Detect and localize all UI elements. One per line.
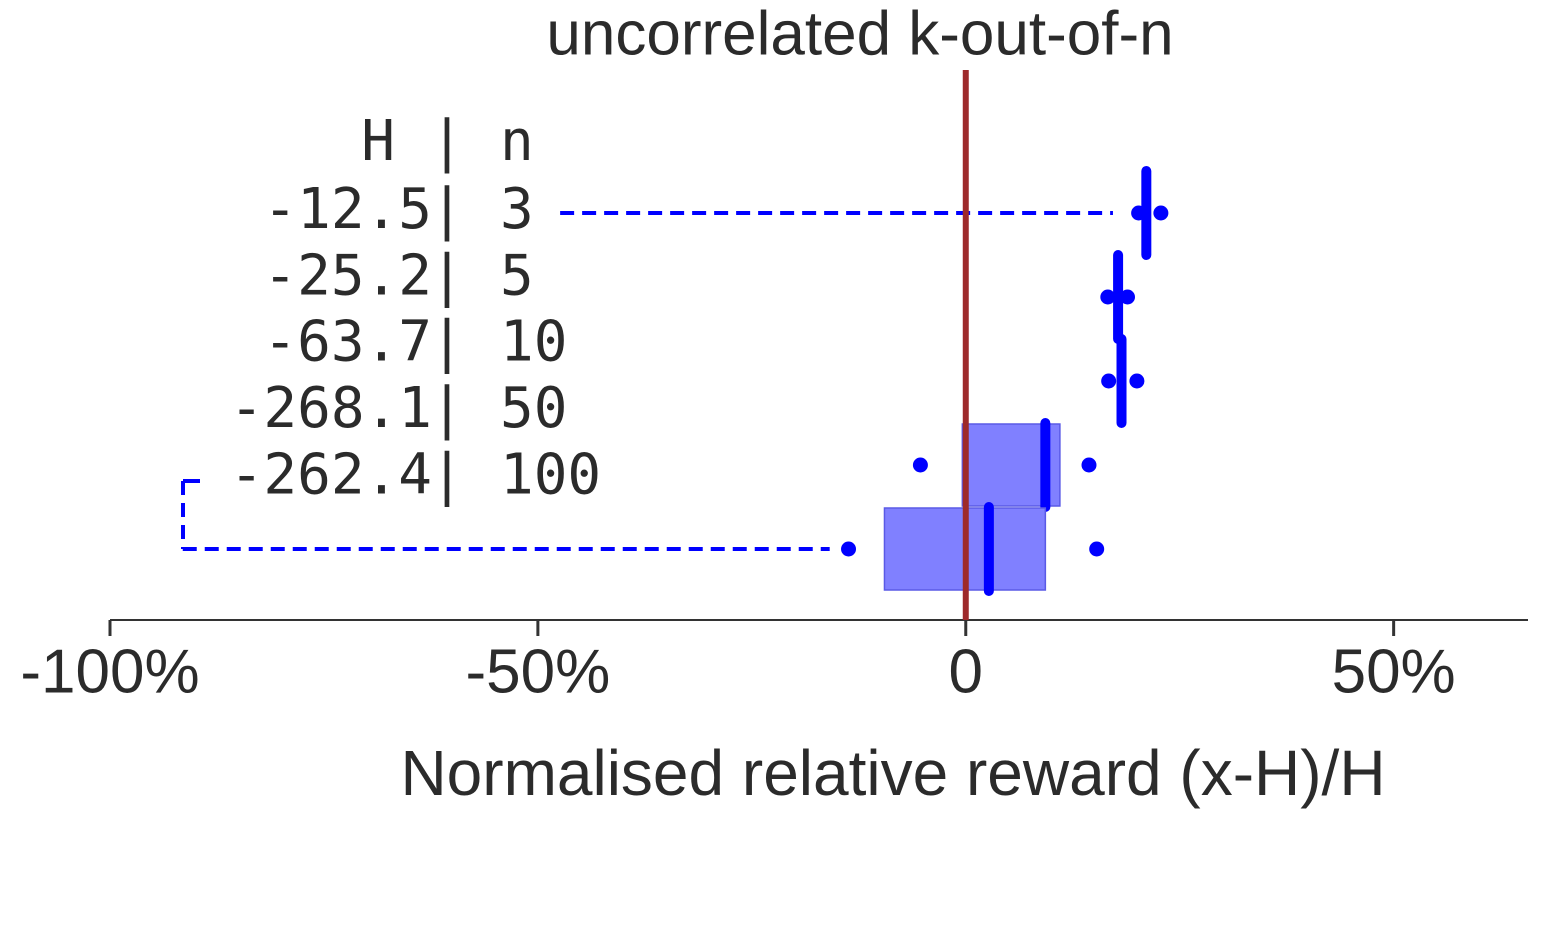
x-tick-label: 0	[949, 637, 983, 706]
row-n: 3	[500, 177, 534, 242]
row-n: 10	[500, 310, 567, 375]
point	[1129, 373, 1145, 389]
row-h: -268.1	[230, 376, 432, 441]
header-h: H	[361, 109, 395, 174]
header-n: n	[500, 109, 534, 174]
point	[841, 541, 857, 557]
point	[1153, 205, 1169, 221]
point	[1120, 289, 1136, 305]
point	[1089, 541, 1105, 557]
header-separator: |	[430, 109, 464, 174]
row-separator: |	[430, 442, 464, 507]
row-separator: |	[430, 376, 464, 441]
row-separator: |	[430, 310, 464, 375]
row-n: 50	[500, 376, 567, 441]
x-tick-label: -100%	[20, 637, 199, 706]
row-h: -12.5	[263, 177, 432, 242]
x-tick-label: -50%	[466, 637, 611, 706]
point	[912, 457, 928, 473]
point	[1101, 373, 1117, 389]
row-separator: |	[430, 243, 464, 308]
chart-title: uncorrelated k-out-of-n	[546, 0, 1173, 68]
row-h: -63.7	[263, 310, 432, 375]
x-tick-label: 50%	[1332, 637, 1456, 706]
row-n: 5	[500, 243, 534, 308]
row-h: -25.2	[263, 243, 432, 308]
row-h: -262.4	[230, 442, 432, 507]
x-axis-label: Normalised relative reward (x-H)/H	[400, 737, 1385, 809]
point	[1081, 457, 1097, 473]
row-separator: |	[430, 177, 464, 242]
point	[1100, 289, 1116, 305]
row-n: 100	[500, 442, 601, 507]
